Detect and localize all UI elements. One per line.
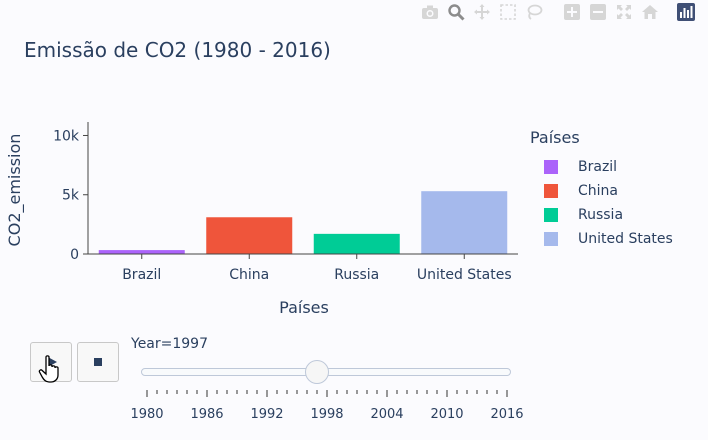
- slider-current-value: Year=1997: [131, 336, 208, 352]
- pan-icon[interactable]: [472, 2, 492, 22]
- bar-china[interactable]: [206, 217, 293, 254]
- legend-items: Brazil China Russia United States: [530, 155, 673, 251]
- legend-item-china[interactable]: China: [530, 179, 673, 203]
- y-axis: 0 5k 10k: [53, 122, 89, 263]
- zoom-icon[interactable]: [446, 2, 466, 22]
- plotly-logo-icon[interactable]: [676, 2, 696, 22]
- legend-swatch: [544, 184, 558, 198]
- stop-button[interactable]: [77, 342, 119, 382]
- legend-swatch: [544, 208, 558, 222]
- camera-icon[interactable]: [420, 2, 440, 22]
- legend-title: Países: [530, 128, 580, 147]
- legend-item-brazil[interactable]: Brazil: [530, 155, 673, 179]
- zoom-out-icon[interactable]: [588, 2, 608, 22]
- bar-brazil[interactable]: [98, 250, 185, 254]
- y-tick-label: 5k: [62, 188, 80, 204]
- slider-tick-label: 2004: [370, 407, 403, 422]
- slider-tick-label: 1986: [190, 407, 223, 422]
- y-axis-label: CO2_emission: [5, 134, 25, 247]
- autoscale-icon[interactable]: [614, 2, 634, 22]
- slider-tick-label: 1992: [250, 407, 283, 422]
- bar-united-states[interactable]: [421, 191, 508, 254]
- legend-label: Russia: [578, 207, 624, 223]
- box-select-icon[interactable]: [498, 2, 518, 22]
- slider-tick-label: 1998: [310, 407, 343, 422]
- legend-label: United States: [578, 231, 673, 247]
- x-tick-label: China: [229, 267, 269, 283]
- home-icon[interactable]: [640, 2, 660, 22]
- y-tick-label: 0: [70, 247, 79, 263]
- legend-item-united-states[interactable]: United States: [530, 227, 673, 251]
- legend: Países Brazil China Russia United States: [530, 128, 673, 251]
- legend-label: Brazil: [578, 159, 618, 175]
- zoom-in-icon[interactable]: [562, 2, 582, 22]
- slider-tick-label: 1980: [130, 407, 163, 422]
- chart-title: Emissão de CO2 (1980 - 2016): [24, 38, 331, 62]
- slider-tick-label: 2010: [430, 407, 463, 422]
- slider-tick-label: 2016: [490, 407, 523, 422]
- bars: [98, 191, 508, 254]
- modebar: [420, 2, 696, 22]
- hand-cursor-icon: [38, 355, 59, 383]
- legend-swatch: [544, 232, 558, 246]
- slider-ticks: 1980 1986 1992 1998 2004 2010 2016: [130, 390, 524, 422]
- x-axis: Brazil China Russia United States: [88, 253, 518, 283]
- y-tick-label: 10k: [53, 128, 80, 144]
- bar-russia[interactable]: [313, 233, 400, 254]
- x-tick-label: United States: [417, 267, 512, 283]
- year-slider-handle[interactable]: [305, 360, 329, 384]
- x-tick-label: Brazil: [122, 267, 161, 283]
- stop-icon: [94, 358, 102, 366]
- legend-item-russia[interactable]: Russia: [530, 203, 673, 227]
- legend-swatch: [544, 160, 558, 174]
- legend-label: China: [578, 183, 618, 199]
- x-axis-label: Países: [279, 298, 329, 317]
- lasso-icon[interactable]: [524, 2, 544, 22]
- x-tick-label: Russia: [334, 267, 379, 283]
